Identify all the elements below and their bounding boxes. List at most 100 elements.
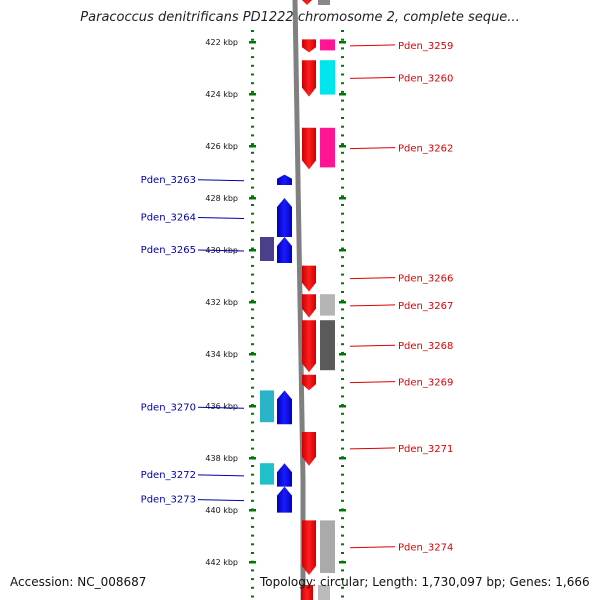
guide-dot-right (341, 247, 344, 250)
guide-dot-left (251, 491, 254, 494)
guide-dot-right (341, 308, 344, 311)
gene-arrow[interactable] (302, 60, 316, 97)
gene-arrow[interactable] (277, 174, 292, 185)
guide-dot-left (251, 177, 254, 180)
guide-dot-left (251, 395, 254, 398)
guide-dot-right (341, 543, 344, 546)
gene-arrow[interactable] (302, 294, 316, 318)
guide-dot-right (341, 117, 344, 119)
guide-dot-left (251, 264, 254, 267)
gene-arrow[interactable] (302, 320, 316, 373)
gene-arrow[interactable] (277, 463, 292, 487)
guide-dot-right (341, 491, 344, 494)
gene-arrow-partial (302, 0, 312, 5)
guide-dot-left (251, 238, 254, 241)
gene-label[interactable]: Pden_3265 (141, 245, 196, 256)
guide-dot-left (251, 317, 254, 320)
gene-arrow[interactable] (277, 237, 292, 263)
guide-dot-left (251, 369, 254, 372)
gene-label[interactable]: Pden_3273 (141, 495, 196, 506)
guide-dot-right (341, 447, 344, 450)
gene-arrow[interactable] (302, 265, 316, 292)
gene-label[interactable]: Pden_3268 (398, 341, 453, 352)
guide-dot-left (251, 552, 254, 554)
gene-label[interactable]: Pden_3274 (398, 543, 453, 554)
gene-arrow[interactable] (302, 432, 316, 466)
gene-arrow[interactable] (277, 486, 292, 513)
guide-dot-left (251, 421, 254, 424)
guide-dot-left (251, 386, 254, 389)
scale-tick-label: 434 kbp (205, 350, 238, 359)
gene-label[interactable]: Pden_3266 (398, 274, 453, 285)
scale-tick (249, 457, 256, 460)
gene-label[interactable]: Pden_3267 (398, 301, 453, 312)
guide-dot-right (341, 108, 344, 111)
gene-label[interactable]: Pden_3270 (141, 402, 196, 413)
guide-dot-right (341, 47, 344, 50)
gene-label[interactable]: Pden_3263 (141, 175, 196, 186)
guide-dot-right (341, 273, 344, 276)
guide-dot-left (251, 517, 254, 520)
gene-label-leader (349, 381, 396, 384)
gene-arrow[interactable] (277, 390, 292, 425)
guide-dot-left (251, 56, 254, 59)
guide-dot-left (251, 282, 254, 285)
guide-dot-right (341, 343, 344, 346)
guide-dot-left (251, 534, 254, 537)
guide-dot-right (341, 351, 344, 354)
guide-dot-left (251, 291, 254, 293)
gene-label[interactable]: Pden_3272 (141, 470, 196, 481)
guide-dot-right (341, 195, 344, 198)
guide-dot-right (341, 499, 344, 502)
gene-arrow[interactable] (302, 374, 316, 391)
guide-dot-left (251, 438, 254, 441)
scale-tick (249, 353, 256, 356)
guide-dot-right (341, 64, 344, 67)
guide-dot-left (251, 230, 254, 233)
cog-color-box (320, 520, 335, 573)
scale-tick (249, 509, 256, 512)
guide-dot-right (341, 38, 344, 41)
gene-arrow[interactable] (277, 198, 292, 237)
guide-dot-left (251, 430, 254, 433)
scale-tick (339, 249, 346, 252)
guide-dot-right (341, 569, 344, 572)
guide-dot-right (341, 386, 344, 389)
gene-label[interactable]: Pden_3269 (398, 378, 453, 389)
gene-arrow[interactable] (302, 127, 316, 170)
guide-dot-left (251, 47, 254, 50)
gene-track (260, 0, 335, 600)
gene-label[interactable]: Pden_3264 (141, 213, 196, 224)
gene-label[interactable]: Pden_3262 (398, 144, 453, 155)
gene-arrow[interactable] (302, 39, 316, 53)
scale-tick-label: 432 kbp (205, 298, 238, 307)
guide-dot-left (251, 73, 254, 76)
guide-dot-left (251, 325, 254, 328)
cog-color-box (320, 60, 335, 95)
guide-dot-left (251, 378, 254, 380)
gene-label-leader (349, 147, 396, 150)
gene-label-leader (349, 76, 396, 79)
guide-dot-left (251, 569, 254, 572)
map-title: Paracoccus denitrificans PD1222 chromoso… (80, 10, 520, 25)
scale-tick (249, 93, 256, 96)
scale-tick (339, 405, 346, 408)
scale-tick (249, 197, 256, 200)
guide-dot-left (251, 343, 254, 346)
cog-color-box (260, 237, 274, 261)
scale-tick-label: 426 kbp (205, 142, 238, 151)
guide-dot-left (251, 586, 254, 589)
gene-arrow[interactable] (302, 520, 316, 575)
scale-tick-label: 438 kbp (205, 454, 238, 463)
guide-dot-right (341, 291, 344, 293)
gene-label[interactable]: Pden_3260 (398, 73, 453, 84)
gene-label-leader (349, 447, 396, 450)
guide-dot-right (341, 534, 344, 537)
gene-label[interactable]: Pden_3259 (398, 41, 453, 52)
guide-dot-left (251, 360, 254, 363)
guide-dot-left (251, 525, 254, 528)
gene-label[interactable]: Pden_3271 (398, 444, 453, 455)
scale-tick (339, 145, 346, 148)
guide-dot-left (251, 64, 254, 67)
